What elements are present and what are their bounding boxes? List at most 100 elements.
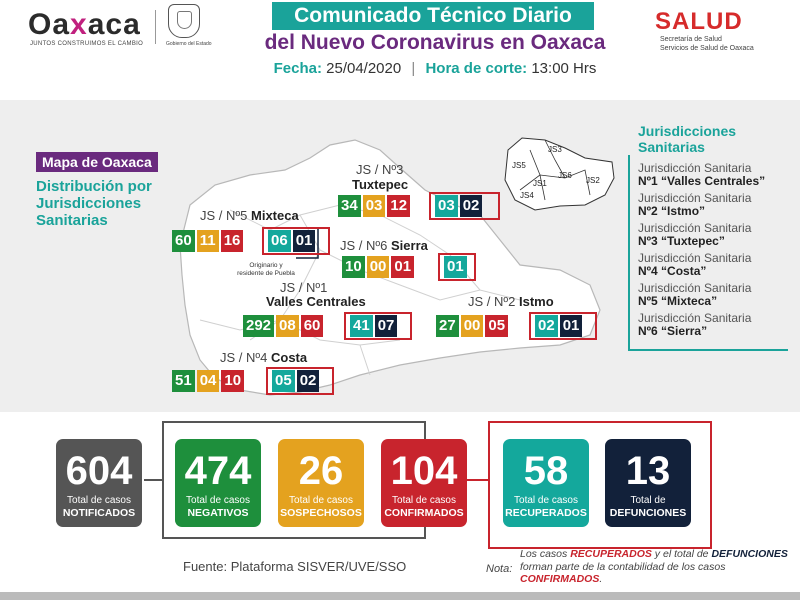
map-subtitle: Distribución por Jurisdicciones Sanitari…: [36, 178, 152, 229]
js-valles-name: Valles Centrales: [266, 294, 366, 309]
legend-rule-bottom: [628, 349, 788, 351]
header-divider: [155, 10, 156, 44]
defunciones-box: 07: [374, 315, 398, 337]
js-mixteca-frame: [262, 227, 330, 255]
recuperados-box: 05: [272, 370, 295, 392]
legend-item: Jurisdicción Sanitaria Nº3 “Tuxtepec”: [638, 221, 752, 248]
card-caption: Total de casos: [392, 495, 456, 506]
js-sierra-boxes: 10 00 01: [342, 256, 415, 278]
js-costa-frame: [266, 367, 334, 395]
recuperados-box: 01: [444, 256, 467, 278]
js-tuxtepec-boxes-2: 03 02: [435, 195, 483, 217]
js-istmo-boxes-2: 02 01: [535, 315, 583, 337]
negativos-box: 51: [172, 370, 195, 392]
recuperados-box: 41: [350, 315, 373, 337]
legend-item: Jurisdicción Sanitaria Nº1 “Valles Centra…: [638, 161, 766, 188]
legend-item: Jurisdicción Sanitaria Nº4 “Costa”: [638, 251, 752, 278]
sospechosos-box: 08: [276, 315, 299, 337]
js-tuxtepec-boxes: 34 03 12: [338, 195, 411, 217]
js-tuxtepec-name: Tuxtepec: [352, 177, 409, 192]
source-note: Fuente: Plataforma SISVER/UVE/SSO: [183, 559, 407, 574]
inset-label: JS6: [558, 171, 572, 180]
card-value: 104: [390, 449, 458, 493]
confirmados-box: 01: [391, 256, 415, 278]
legend-item: Jurisdicción Sanitaria Nº6 “Sierra”: [638, 311, 752, 338]
card-caption: Total de casos: [289, 495, 353, 506]
inset-label: JS5: [512, 161, 526, 170]
recuperados-box: 03: [435, 195, 458, 217]
card-value: 26: [298, 449, 344, 493]
card-sospechosos: 26 Total de casos SOSPECHOSOS: [278, 439, 364, 527]
defunciones-box: 02: [296, 370, 320, 392]
card-caption: Total de casos: [67, 495, 131, 506]
negativos-box: 60: [172, 230, 195, 252]
sospechosos-box: 03: [362, 195, 386, 217]
card-value: 58: [523, 449, 569, 493]
card-label: NOTIFICADOS: [62, 507, 136, 519]
js-tuxtepec-prefix: JS / Nº3: [356, 162, 404, 177]
sospechosos-box: 11: [196, 230, 219, 252]
salud-logo: SALUD: [655, 8, 743, 35]
group-connector: [144, 479, 164, 481]
card-label: NEGATIVOS: [187, 507, 249, 519]
js-istmo-label: JS / Nº2 Istmo: [468, 294, 554, 309]
confirmed-outcomes-frame: [488, 421, 712, 549]
state-seal-icon: [168, 4, 200, 38]
js-sierra-label: JS / Nº6 Sierra: [340, 238, 428, 253]
confirmados-box: 16: [220, 230, 244, 252]
card-defunciones: 13 Total de DEFUNCIONES: [605, 439, 691, 527]
card-label: SOSPECHOSOS: [280, 507, 362, 519]
legend-item: Jurisdicción Sanitaria Nº2 “Istmo”: [638, 191, 752, 218]
card-value: 13: [625, 449, 671, 493]
map-tag: Mapa de Oaxaca: [36, 152, 158, 172]
outcomes-connector: [466, 479, 490, 481]
card-value: 474: [184, 449, 252, 493]
card-label: CONFIRMADOS: [384, 507, 464, 519]
sospechosos-box: 00: [460, 315, 484, 337]
page-title: Comunicado Técnico Diario: [272, 2, 594, 30]
date-line: Fecha: 25/04/2020 | Hora de corte: 13:00…: [200, 60, 670, 77]
oaxaca-logo: Oaxaca: [28, 8, 141, 41]
puebla-note: Originario y residente de Puebla: [237, 262, 295, 277]
negativos-box: 27: [436, 315, 459, 337]
hora-value: 13:00 Hrs: [531, 60, 597, 77]
note-label: Nota:: [486, 563, 513, 575]
js-costa-boxes-2: 05 02: [272, 370, 320, 392]
recuperados-box: 02: [535, 315, 558, 337]
card-caption: Total de casos: [514, 495, 578, 506]
card-recuperados: 58 Total de casos RECUPERADOS: [503, 439, 589, 527]
card-negativos: 474 Total de casos NEGATIVOS: [175, 439, 261, 527]
seal-caption: Gobierno del Estado: [166, 41, 212, 47]
inset-label: JS1: [533, 179, 547, 188]
defunciones-box: 02: [459, 195, 483, 217]
card-label: RECUPERADOS: [505, 507, 587, 519]
card-value: 604: [65, 449, 133, 493]
legend-item: Jurisdicción Sanitaria Nº5 “Mixteca”: [638, 281, 752, 308]
js-tuxtepec-frame: [429, 192, 500, 220]
salud-subtitle-2: Servicios de Salud de Oaxaca: [660, 45, 754, 52]
js-mixteca-label: JS / Nº5 Mixteca: [200, 208, 299, 223]
js-valles-boxes-2: 41 07: [350, 315, 398, 337]
js-mixteca-boxes: 60 11 16: [172, 230, 244, 252]
negativos-box: 292: [243, 315, 275, 337]
salud-subtitle-1: Secretaría de Salud: [660, 36, 722, 43]
card-confirmados: 104 Total de casos CONFIRMADOS: [381, 439, 467, 527]
negativos-box: 10: [342, 256, 365, 278]
fecha-label: Fecha:: [273, 60, 322, 77]
note-text: Los casos RECUPERADOS y el total de DEFU…: [520, 548, 788, 585]
confirmados-box: 60: [300, 315, 324, 337]
js-istmo-boxes: 27 00 05: [436, 315, 509, 337]
card-label: DEFUNCIONES: [609, 507, 687, 519]
js-costa-label: JS / Nº4 Costa: [220, 350, 308, 365]
js-costa-boxes: 51 04 10: [172, 370, 245, 392]
oaxaca-tagline: JUNTOS CONSTRUIMOS EL CAMBIO: [30, 41, 144, 47]
confirmados-box: 10: [221, 370, 245, 392]
hora-label: Hora de corte:: [425, 60, 528, 77]
js-valles-boxes: 292 08 60: [243, 315, 324, 337]
inset-label: JS3: [548, 145, 562, 154]
js-sierra-boxes-2: 01: [444, 256, 467, 278]
recuperados-box: 06: [268, 230, 291, 252]
sospechosos-box: 04: [196, 370, 220, 392]
fecha-value: 25/04/2020: [326, 60, 402, 77]
